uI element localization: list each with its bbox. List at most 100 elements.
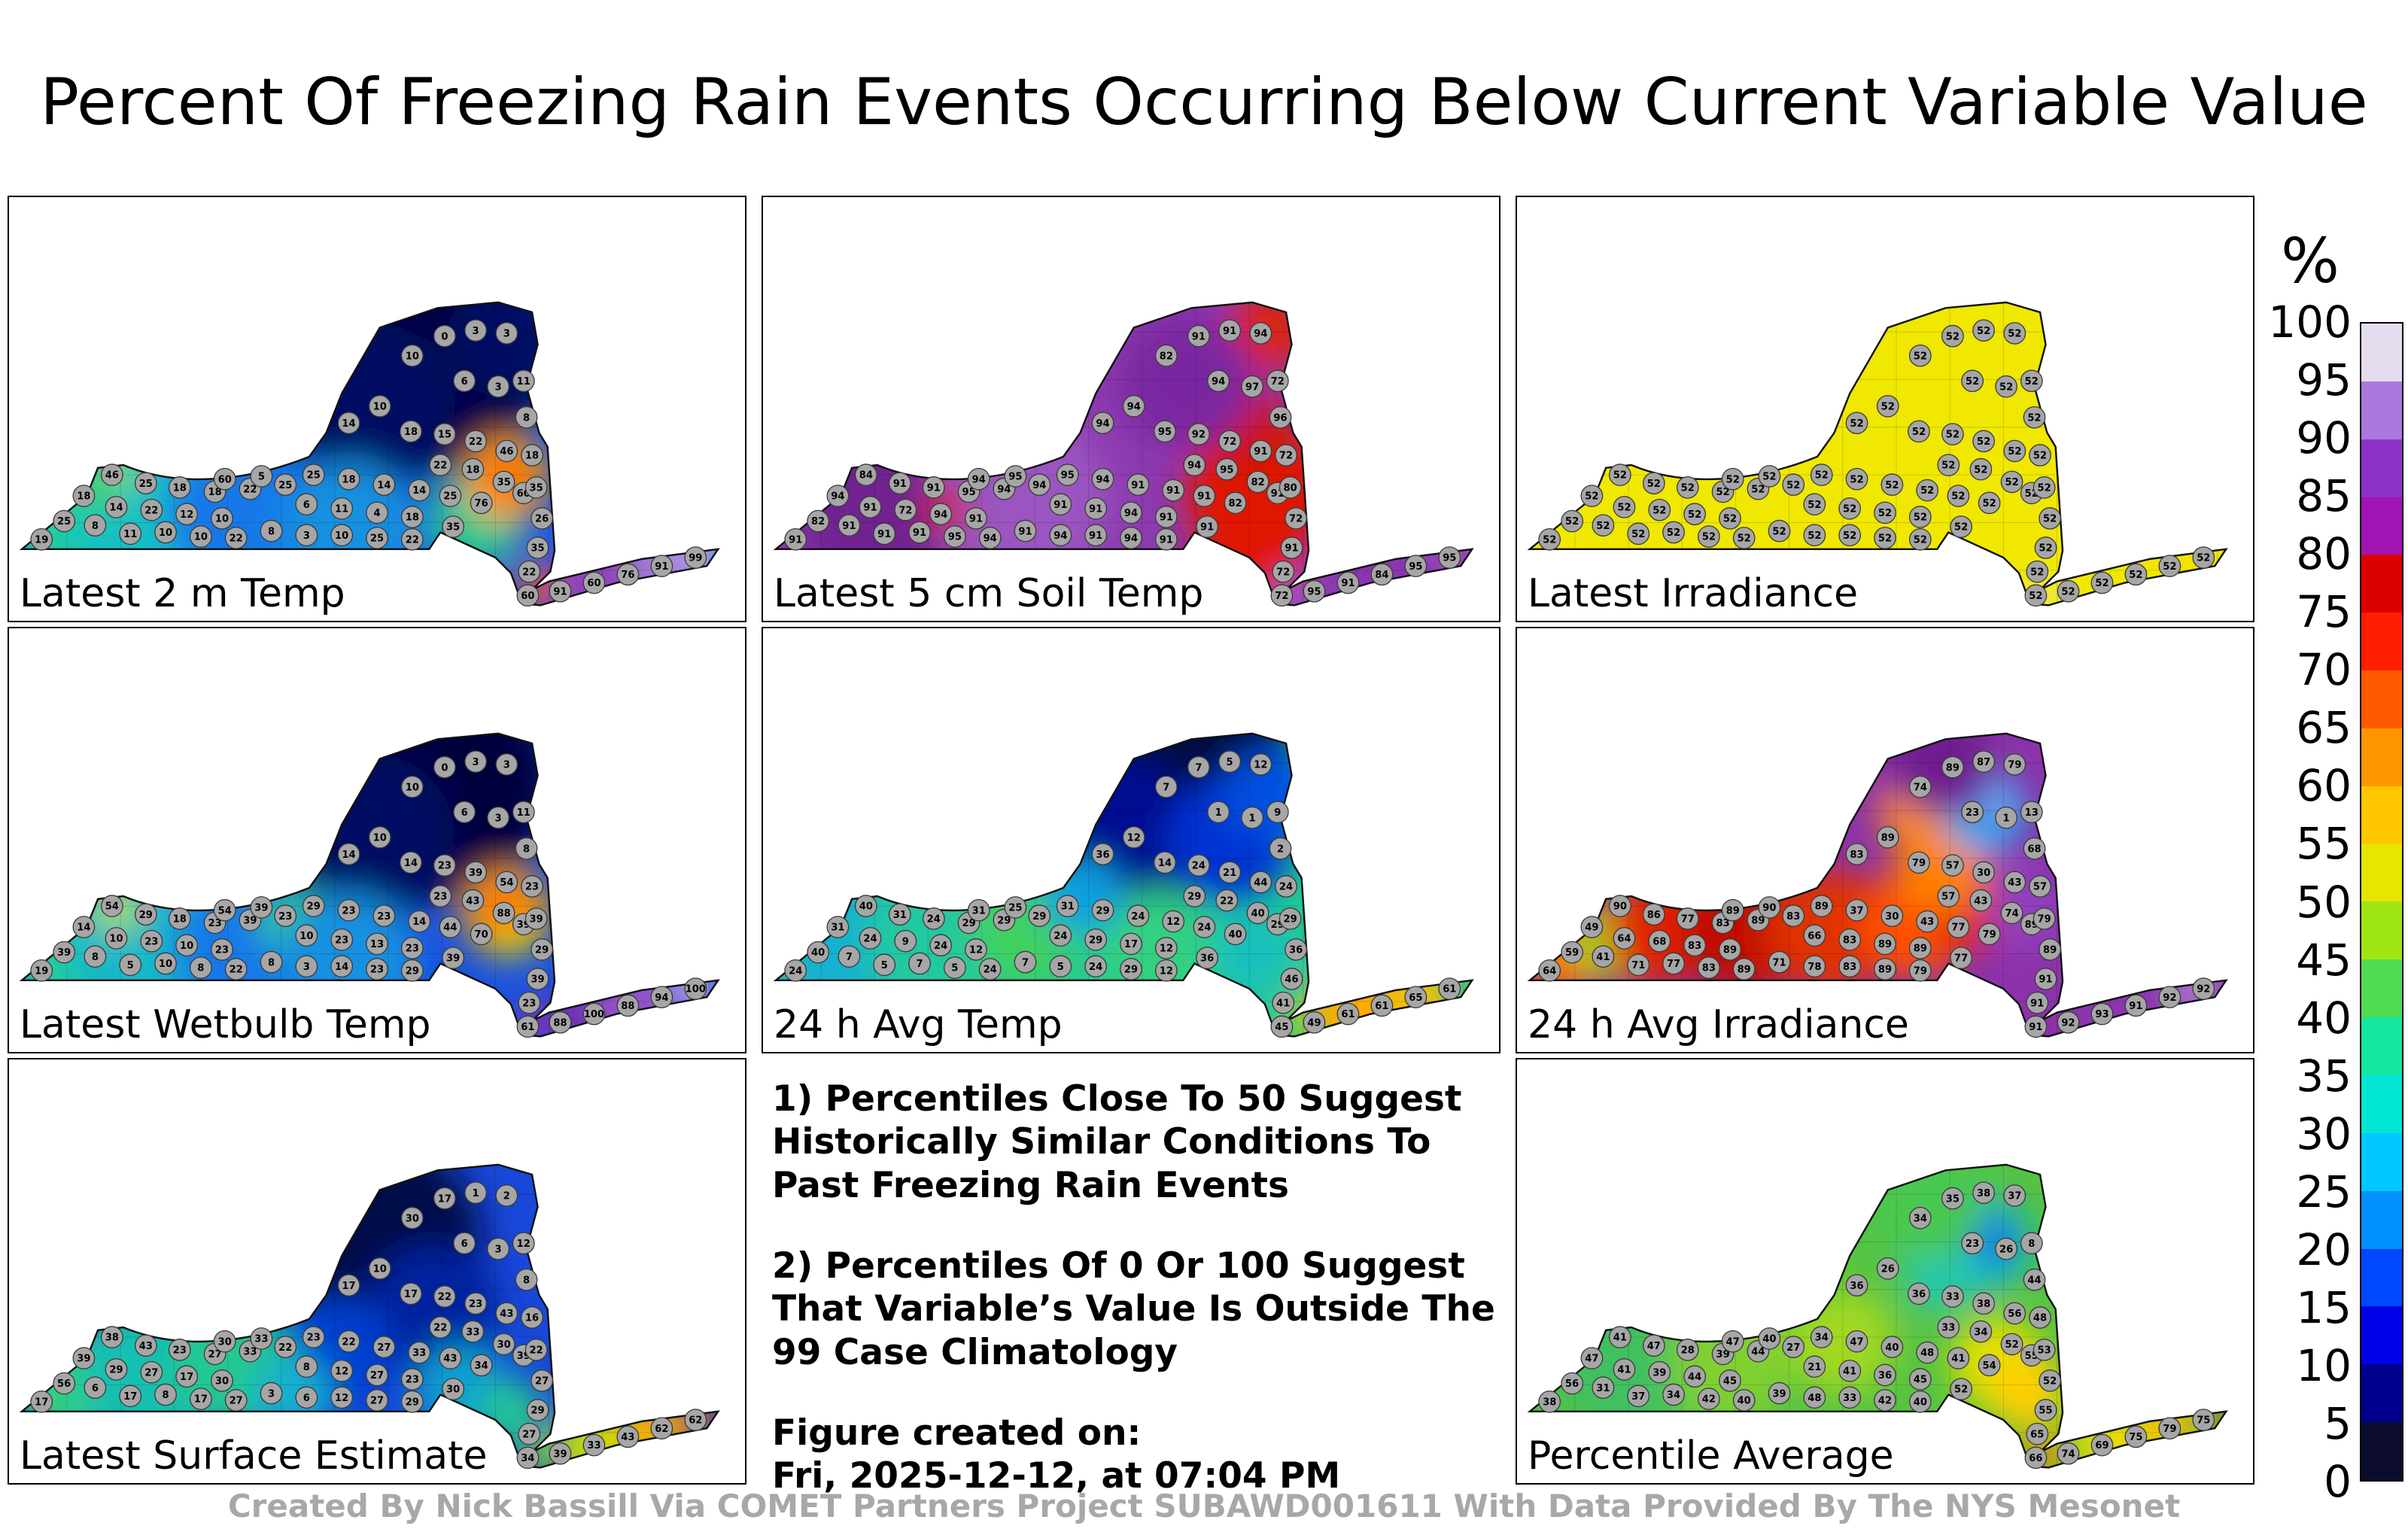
svg-text:52: 52: [2095, 578, 2109, 589]
svg-text:3: 3: [503, 760, 510, 771]
svg-text:52: 52: [1716, 487, 1729, 498]
svg-text:23: 23: [370, 965, 384, 976]
svg-text:52: 52: [2008, 329, 2021, 340]
svg-text:43: 43: [139, 1341, 153, 1352]
svg-text:74: 74: [2005, 908, 2018, 919]
svg-text:89: 89: [1878, 965, 1892, 976]
svg-text:93: 93: [2095, 1009, 2109, 1020]
svg-text:39: 39: [469, 868, 482, 879]
svg-text:23: 23: [522, 998, 536, 1009]
svg-text:52: 52: [1850, 418, 1863, 430]
svg-text:52: 52: [2029, 591, 2042, 602]
svg-text:88: 88: [553, 1017, 567, 1029]
svg-text:26: 26: [1999, 1244, 2013, 1255]
svg-text:29: 29: [1187, 892, 1201, 903]
svg-text:44: 44: [443, 923, 457, 934]
svg-text:52: 52: [1878, 508, 1892, 519]
svg-text:40: 40: [1914, 1397, 1927, 1408]
svg-text:22: 22: [243, 484, 257, 495]
svg-text:91: 91: [655, 561, 668, 573]
svg-text:45: 45: [1914, 1375, 1927, 1386]
svg-text:5: 5: [258, 472, 265, 483]
svg-text:94: 94: [1096, 474, 1109, 485]
svg-text:39: 39: [77, 1354, 90, 1365]
svg-text:36: 36: [1878, 1370, 1892, 1382]
svg-text:24: 24: [934, 941, 947, 952]
svg-text:22: 22: [342, 1336, 355, 1348]
svg-text:39: 39: [531, 974, 544, 986]
svg-text:6: 6: [461, 807, 468, 819]
svg-text:5: 5: [1227, 757, 1233, 768]
svg-text:92: 92: [1192, 430, 1206, 441]
svg-text:89: 89: [1878, 939, 1892, 950]
svg-text:14: 14: [342, 850, 355, 861]
svg-text:91: 91: [2029, 1022, 2042, 1033]
svg-text:12: 12: [1127, 832, 1141, 843]
svg-text:23: 23: [433, 892, 447, 903]
svg-text:91: 91: [1200, 522, 1214, 533]
svg-text:84: 84: [859, 470, 873, 482]
svg-text:79: 79: [1982, 929, 1996, 941]
svg-text:12: 12: [517, 1239, 531, 1250]
svg-text:3: 3: [268, 1388, 275, 1400]
panel-label: Percentile Average: [1528, 1433, 1894, 1479]
svg-text:52: 52: [1702, 532, 1716, 543]
svg-text:23: 23: [406, 944, 419, 955]
figure-title: Percent Of Freezing Rain Events Occurrin…: [40, 65, 2368, 140]
svg-text:52: 52: [1726, 474, 1740, 485]
svg-text:21: 21: [1223, 868, 1236, 879]
svg-text:11: 11: [123, 529, 137, 540]
svg-text:53: 53: [2038, 1345, 2051, 1357]
svg-text:60: 60: [521, 591, 534, 602]
svg-text:33: 33: [412, 1348, 426, 1359]
ny-map-latest-irradiance: 52 52 52 52 52 52 52 52 52 52 52 52 52 52 52 52 52 52 52 52…: [1519, 199, 2251, 619]
svg-text:52: 52: [1808, 530, 1821, 542]
svg-text:36: 36: [1912, 1289, 1926, 1300]
svg-text:6: 6: [92, 1383, 99, 1394]
svg-text:52: 52: [1946, 430, 1960, 441]
svg-text:35: 35: [531, 543, 544, 555]
panel-percentile-average: 38 56 31 37 34 42 40 47 41 39 44 45 41 47 28 39 44 47 40 27…: [1516, 1058, 2254, 1485]
svg-text:18: 18: [173, 483, 187, 494]
svg-text:52: 52: [2197, 553, 2210, 564]
svg-text:10: 10: [109, 934, 123, 945]
svg-text:8: 8: [303, 1362, 310, 1373]
svg-text:10: 10: [299, 931, 313, 942]
svg-text:17: 17: [404, 1289, 418, 1300]
svg-text:39: 39: [446, 953, 460, 965]
svg-text:52: 52: [1738, 533, 1751, 545]
svg-text:95: 95: [962, 487, 975, 498]
svg-text:29: 29: [109, 1365, 123, 1376]
svg-text:52: 52: [1808, 500, 1821, 511]
svg-text:22: 22: [230, 965, 243, 976]
svg-text:5: 5: [127, 960, 134, 971]
svg-text:55: 55: [2039, 1406, 2052, 1417]
svg-text:24: 24: [984, 965, 997, 976]
svg-text:24: 24: [789, 965, 802, 977]
svg-text:91: 91: [969, 514, 983, 525]
svg-text:89: 89: [1723, 945, 1737, 956]
colorbar-title: %: [2281, 226, 2340, 297]
colorbar-tick-label: 20: [2296, 1223, 2352, 1275]
svg-text:61: 61: [1375, 1001, 1388, 1012]
panel-label: Latest Wetbulb Temp: [20, 1002, 431, 1047]
svg-text:91: 91: [2030, 998, 2044, 1009]
svg-text:83: 83: [1843, 962, 1856, 973]
svg-text:64: 64: [1543, 965, 1556, 977]
svg-text:94: 94: [1127, 401, 1141, 412]
svg-text:3: 3: [473, 326, 479, 337]
svg-text:89: 89: [1726, 905, 1740, 916]
svg-text:100: 100: [686, 984, 706, 995]
panel-label: 24 h Avg Temp: [774, 1002, 1063, 1047]
svg-text:14: 14: [377, 480, 391, 491]
svg-text:33: 33: [466, 1327, 479, 1338]
svg-text:23: 23: [1966, 1239, 1979, 1250]
svg-text:34: 34: [1815, 1333, 1829, 1344]
svg-text:91: 91: [1131, 480, 1145, 491]
svg-text:11: 11: [335, 503, 348, 515]
svg-text:31: 31: [972, 905, 986, 916]
svg-text:52: 52: [1966, 376, 1979, 388]
svg-text:52: 52: [1631, 529, 1645, 540]
svg-text:91: 91: [1223, 326, 1236, 337]
svg-text:23: 23: [342, 905, 355, 916]
